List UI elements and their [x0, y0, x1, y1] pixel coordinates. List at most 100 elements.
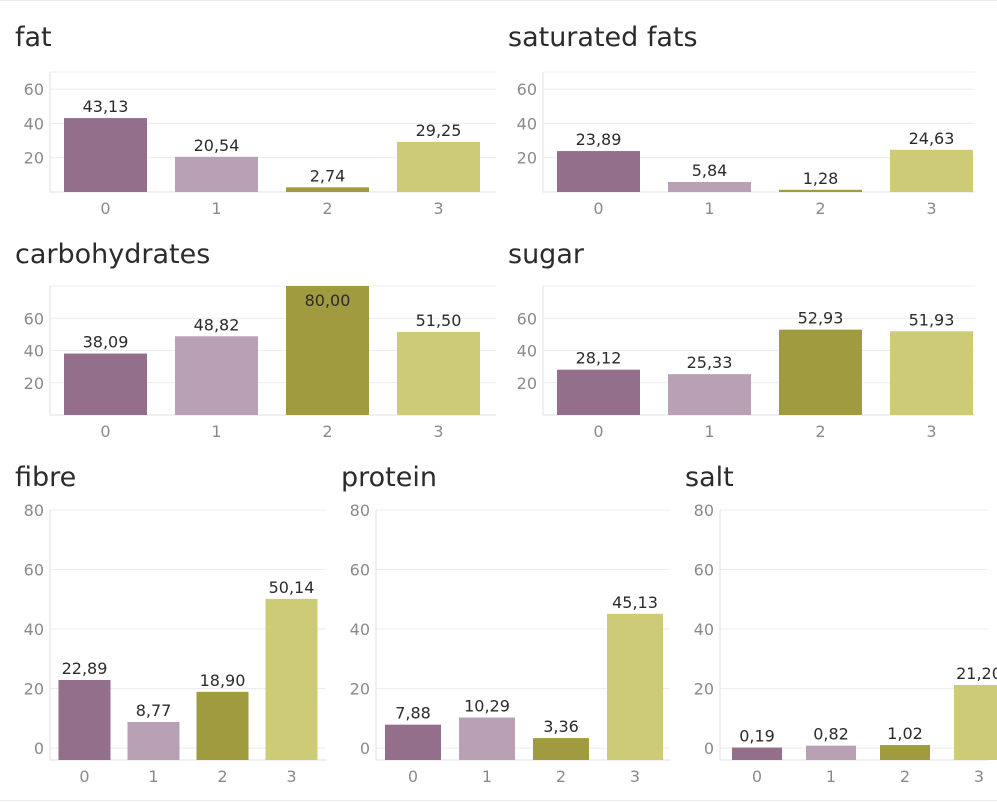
chart-title: fibre: [15, 462, 77, 493]
data-label: 28,12: [576, 349, 622, 368]
chart-panel-fat: fat 20 40 60 43,13 0 20,54 1 2,74 2 29,25 3: [0, 0, 498, 225]
chart-title: sugar: [508, 239, 584, 270]
x-tick-label: 2: [322, 199, 332, 218]
bar-3[interactable]: [890, 331, 973, 415]
bar-1[interactable]: [175, 156, 258, 192]
y-tick-label: 20: [24, 149, 44, 168]
data-label: 5,84: [692, 161, 728, 180]
chart-title: carbohydrates: [15, 239, 211, 270]
bar-1[interactable]: [127, 721, 180, 760]
data-label: 52,93: [798, 309, 844, 328]
bar-chart: 0 20 40 60 80 0,19 0 0,82 1 1,02 2 21,20 3: [694, 501, 997, 786]
y-tick-label: 40: [24, 620, 44, 639]
chart-panel-carbohydrates: carbohydrates 20 40 60 38,09 0 48,82 1 80,00 2 51…: [0, 217, 498, 447]
bar-2[interactable]: [286, 187, 369, 192]
x-tick-label: 3: [286, 767, 296, 786]
x-tick-label: 0: [752, 767, 762, 786]
data-label: 22,89: [62, 659, 108, 678]
x-tick-label: 2: [217, 767, 227, 786]
data-label: 51,93: [909, 310, 955, 329]
x-tick-label: 0: [593, 199, 603, 218]
y-tick-label: 20: [24, 374, 44, 393]
bar-1[interactable]: [806, 745, 856, 760]
bar-0[interactable]: [64, 353, 147, 415]
bar-0[interactable]: [58, 679, 111, 760]
data-label: 43,13: [83, 97, 129, 116]
bar-3[interactable]: [890, 149, 973, 192]
chart-title: fat: [15, 22, 52, 53]
y-tick-label: 80: [350, 501, 370, 520]
y-tick-label: 0: [360, 739, 370, 758]
data-label: 51,50: [416, 311, 462, 330]
y-tick-label: 20: [350, 680, 370, 699]
data-label: 25,33: [687, 353, 733, 372]
bar-3[interactable]: [954, 685, 997, 760]
data-label: 18,90: [200, 671, 246, 690]
data-label: 8,77: [136, 701, 172, 720]
x-tick-label: 3: [630, 767, 640, 786]
y-tick-label: 40: [350, 620, 370, 639]
bar-chart: 0 20 40 60 80 7,88 0 10,29 1 3,36 2 45,13 3: [350, 501, 670, 786]
x-tick-label: 2: [815, 199, 825, 218]
y-tick-label: 40: [24, 114, 44, 133]
data-label: 1,28: [803, 169, 839, 188]
y-tick-label: 60: [694, 561, 714, 580]
bar-2[interactable]: [533, 738, 589, 760]
bottom-border: [0, 800, 997, 801]
bar-3[interactable]: [397, 331, 480, 415]
data-label: 3,36: [543, 717, 579, 736]
y-tick-label: 40: [24, 342, 44, 361]
y-tick-label: 0: [704, 739, 714, 758]
bar-3[interactable]: [397, 141, 480, 192]
y-tick-label: 20: [694, 680, 714, 699]
bar-1[interactable]: [459, 717, 515, 760]
data-label: 0,82: [813, 725, 849, 744]
x-tick-label: 3: [433, 422, 443, 441]
bar-2[interactable]: [880, 745, 930, 760]
chart-panel-saturated-fats: saturated fats 20 40 60 23,89 0 5,84 1 1,28 2 24,…: [493, 0, 997, 225]
x-tick-label: 1: [704, 199, 714, 218]
bar-3[interactable]: [607, 613, 663, 760]
y-tick-label: 40: [517, 342, 537, 361]
data-label: 23,89: [576, 130, 622, 149]
x-tick-label: 1: [704, 422, 714, 441]
bar-chart: 0 20 40 60 80 22,89 0 8,77 1 18,90 2 50,14 3: [24, 501, 326, 786]
bar-2[interactable]: [196, 691, 249, 760]
data-label: 2,74: [310, 166, 346, 185]
bar-2[interactable]: [779, 189, 862, 192]
bar-0[interactable]: [557, 151, 640, 192]
bar-1[interactable]: [668, 181, 751, 192]
x-tick-label: 3: [926, 422, 936, 441]
bar-0[interactable]: [557, 369, 640, 415]
x-tick-label: 1: [482, 767, 492, 786]
y-tick-label: 40: [694, 620, 714, 639]
y-tick-label: 40: [517, 114, 537, 133]
x-tick-label: 0: [100, 199, 110, 218]
bar-0[interactable]: [732, 747, 782, 760]
bar-1[interactable]: [668, 374, 751, 415]
x-tick-label: 0: [408, 767, 418, 786]
data-label: 10,29: [464, 696, 510, 715]
x-tick-label: 2: [815, 422, 825, 441]
chart-panel-sugar: sugar 20 40 60 28,12 0 25,33 1 52,93 2 51,93 3: [493, 217, 997, 447]
chart-panel-salt: salt 0 20 40 60 80 0,19 0 0,82 1 1,02 2 21,20 3: [670, 440, 997, 802]
data-label: 24,63: [909, 129, 955, 148]
bar-chart: 20 40 60 28,12 0 25,33 1 52,93 2 51,93 3: [517, 285, 975, 441]
x-tick-label: 3: [974, 767, 984, 786]
x-tick-label: 1: [826, 767, 836, 786]
y-tick-label: 60: [24, 561, 44, 580]
bar-chart: 20 40 60 23,89 0 5,84 1 1,28 2 24,63 3: [517, 71, 975, 218]
y-tick-label: 20: [517, 149, 537, 168]
bar-2[interactable]: [286, 286, 369, 415]
bar-3[interactable]: [265, 598, 318, 760]
y-tick-label: 60: [350, 561, 370, 580]
y-tick-label: 60: [24, 309, 44, 328]
bar-1[interactable]: [175, 336, 258, 415]
bar-0[interactable]: [64, 118, 147, 192]
bar-0[interactable]: [385, 724, 441, 760]
y-tick-label: 60: [517, 309, 537, 328]
bar-2[interactable]: [779, 329, 862, 415]
x-tick-label: 1: [211, 422, 221, 441]
data-label: 1,02: [887, 724, 923, 743]
